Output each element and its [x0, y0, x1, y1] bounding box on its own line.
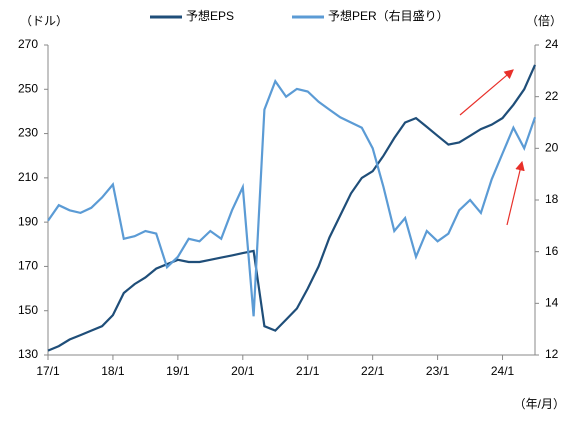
y2-tick-label: 22: [545, 89, 559, 103]
y-tick-label: 170: [18, 259, 38, 273]
y-tick-label: 150: [18, 303, 38, 317]
y-tick-label: 210: [18, 170, 38, 184]
y-tick-label: 130: [18, 347, 38, 361]
x-tick-label: 23/1: [426, 364, 450, 378]
x-tick-label: 24/1: [491, 364, 515, 378]
series-line: [47, 64, 537, 352]
legend-label: 予想EPS: [186, 8, 234, 23]
x-tick-label: 20/1: [231, 364, 255, 378]
y2-tick-label: 16: [545, 244, 559, 258]
y-axis-label: （ドル）: [20, 14, 68, 28]
y-tick-label: 250: [18, 81, 38, 95]
x-tick-label: 17/1: [36, 364, 60, 378]
y2-tick-label: 24: [545, 37, 559, 51]
y-tick-label: 190: [18, 214, 38, 228]
x-tick-label: 18/1: [101, 364, 125, 378]
y-tick-label: 230: [18, 126, 38, 140]
annotation-arrow: [459, 69, 514, 116]
annotation-arrow: [506, 160, 525, 226]
x-tick-label: 22/1: [361, 364, 385, 378]
y2-tick-label: 20: [545, 141, 559, 155]
y-tick-label: 270: [18, 37, 38, 51]
x-tick-label: 21/1: [296, 364, 320, 378]
y2-axis-label: （倍）: [526, 13, 562, 28]
series-line: [47, 78, 537, 317]
y2-tick-label: 12: [545, 347, 559, 361]
legend-label: 予想PER（右目盛り）: [328, 8, 449, 23]
x-tick-label: 19/1: [166, 364, 190, 378]
y2-tick-label: 18: [545, 192, 559, 206]
y2-tick-label: 14: [545, 296, 559, 310]
x-axis-label: （年/月）: [514, 397, 565, 411]
